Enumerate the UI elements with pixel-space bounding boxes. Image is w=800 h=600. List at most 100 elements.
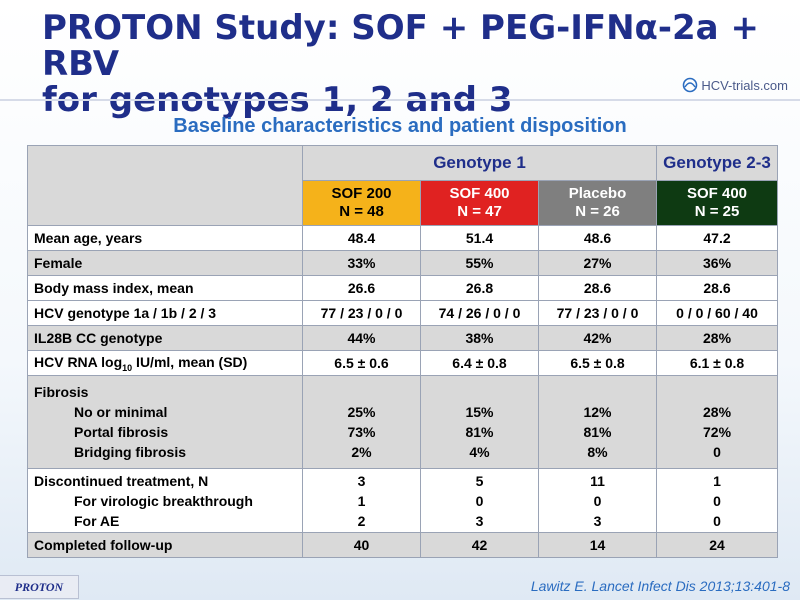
cell: 33% [302, 250, 421, 276]
cell: 28% 72% 0 [656, 375, 779, 469]
group-genotype-1: Genotype 1 [301, 145, 658, 181]
row-discontinued: Discontinued treatment, N For virologic … [27, 468, 779, 533]
cell-value: 8% [587, 444, 608, 460]
hcv-trials-logo-icon [683, 77, 698, 93]
label-pre: HCV RNA log [34, 353, 123, 370]
arm-placebo-g1: Placebo N = 26 [537, 180, 658, 226]
cell: 1 0 0 [656, 468, 779, 533]
row-label: Body mass index, mean [27, 275, 303, 301]
cell-value: 12% [583, 404, 612, 420]
row-completed: Completed follow-up 40 42 14 24 [27, 532, 779, 558]
slide-title: PROTON Study: SOF + PEG-IFNα-2a + RBV fo… [42, 10, 782, 118]
cell: 5 0 3 [420, 468, 539, 533]
proton-badge: PROTON [0, 575, 79, 599]
cell-value: 15% [465, 404, 494, 420]
cell-value: 28% [703, 404, 732, 420]
row-mean-age: Mean age, years 48.4 51.4 48.6 47.2 [27, 225, 779, 251]
cell: 40 [302, 532, 421, 558]
row-female: Female 33% 55% 27% 36% [27, 250, 779, 276]
row-label: HCV genotype 1a / 1b / 2 / 3 [27, 300, 303, 326]
row-hcv-genotype: HCV genotype 1a / 1b / 2 / 3 77 / 23 / 0… [27, 300, 779, 326]
cell: 77 / 23 / 0 / 0 [302, 300, 421, 326]
cell: 38% [420, 325, 539, 351]
cell-value: 0 [713, 492, 721, 509]
cell-value: 0 [475, 492, 484, 509]
sub-label: For AE [74, 512, 120, 529]
cell: 26.6 [302, 275, 421, 301]
cell-value: 25% [347, 404, 376, 420]
cell: 25% 73% 2% [302, 375, 421, 469]
cell: 36% [656, 250, 779, 276]
row-hcv-rna: HCV RNA log10 IU/ml, mean (SD) 6.5 ± 0.6… [27, 350, 779, 376]
arm-name: SOF 400 [449, 185, 510, 202]
cell-value: 3 [593, 512, 602, 529]
cell: 6.5 ± 0.8 [537, 350, 658, 376]
header-divider [0, 99, 800, 101]
row-il28b: IL28B CC genotype 44% 38% 42% 28% [27, 325, 779, 351]
cell: 28.6 [537, 275, 658, 301]
arm-n: N = 25 [694, 203, 740, 220]
arm-n: N = 47 [457, 203, 502, 220]
cell-value: 2% [351, 444, 372, 460]
cell: 27% [537, 250, 658, 276]
cell: 28.6 [656, 275, 779, 301]
arm-name: Placebo [568, 185, 627, 202]
row-label: Mean age, years [27, 225, 303, 251]
arm-name: SOF 400 [687, 185, 748, 202]
corner-cell [27, 145, 303, 226]
arm-sof400-g1: SOF 400 N = 47 [420, 180, 539, 226]
cell-value: 0 [713, 444, 721, 460]
cell-value: 1 [713, 472, 721, 489]
arm-name: SOF 200 [331, 185, 392, 202]
cell-value: 81% [465, 424, 494, 440]
cell: 74 / 26 / 0 / 0 [420, 300, 539, 326]
cell: 44% [302, 325, 421, 351]
cell: 12% 81% 8% [537, 375, 658, 469]
arm-header-row: SOF 200 N = 48 SOF 400 N = 47 Placebo N … [28, 180, 779, 226]
cell-value: 5 [475, 472, 484, 489]
cell-value: 4% [469, 444, 490, 460]
row-fibrosis: Fibrosis No or minimal Portal fibrosis B… [27, 375, 779, 469]
label-post: IU/ml, mean (SD) [132, 353, 248, 370]
cell: 51.4 [420, 225, 539, 251]
table-subtitle: Baseline characteristics and patient dis… [173, 115, 627, 137]
row-heading: Discontinued treatment, N [34, 472, 209, 489]
slide-title-line-1: PROTON Study: SOF + PEG-IFNα-2a + RBV [42, 8, 759, 84]
baseline-table: Genotype 1 Genotype 2-3 SOF 200 N = 48 S… [27, 145, 779, 558]
hcv-trials-logo: HCV-trials.com [682, 74, 788, 96]
cell-value: 11 [590, 472, 605, 489]
cell-value: 81% [583, 424, 612, 440]
cell: 42% [537, 325, 658, 351]
row-label: HCV RNA log10 IU/ml, mean (SD) [27, 350, 303, 376]
cell: 26.8 [420, 275, 539, 301]
arm-n: N = 26 [575, 203, 620, 220]
citation: Lawitz E. Lancet Infect Dis 2013;13:401-… [530, 578, 790, 594]
row-bmi: Body mass index, mean 26.6 26.8 28.6 28.… [27, 275, 779, 301]
row-label: Fibrosis No or minimal Portal fibrosis B… [27, 375, 303, 469]
cell: 24 [656, 532, 779, 558]
sub-label: For virologic breakthrough [74, 492, 253, 509]
cell-value: 1 [357, 492, 366, 509]
arm-sof200-g1: SOF 200 N = 48 [302, 180, 421, 226]
cell-value: 0 [713, 512, 721, 529]
row-label: Discontinued treatment, N For virologic … [27, 468, 303, 533]
cell-value: 0 [593, 492, 602, 509]
row-heading: Fibrosis [34, 384, 89, 400]
cell: 48.6 [537, 225, 658, 251]
arm-sof400-g23: SOF 400 N = 25 [656, 180, 779, 226]
cell: 6.1 ± 0.8 [656, 350, 779, 376]
row-label: Female [27, 250, 303, 276]
group-genotype-2-3: Genotype 2-3 [656, 145, 779, 181]
arm-n: N = 48 [339, 203, 384, 220]
cell: 55% [420, 250, 539, 276]
cell: 28% [656, 325, 779, 351]
logo-text: HCV-trials.com [701, 77, 788, 93]
cell: 3 1 2 [302, 468, 421, 533]
cell: 48.4 [302, 225, 421, 251]
cell: 47.2 [656, 225, 779, 251]
cell-value: 3 [475, 512, 484, 529]
sub-label: Bridging fibrosis [74, 444, 186, 460]
cell: 77 / 23 / 0 / 0 [537, 300, 658, 326]
cell-value: 3 [357, 472, 366, 489]
cell: 0 / 0 / 60 / 40 [656, 300, 779, 326]
